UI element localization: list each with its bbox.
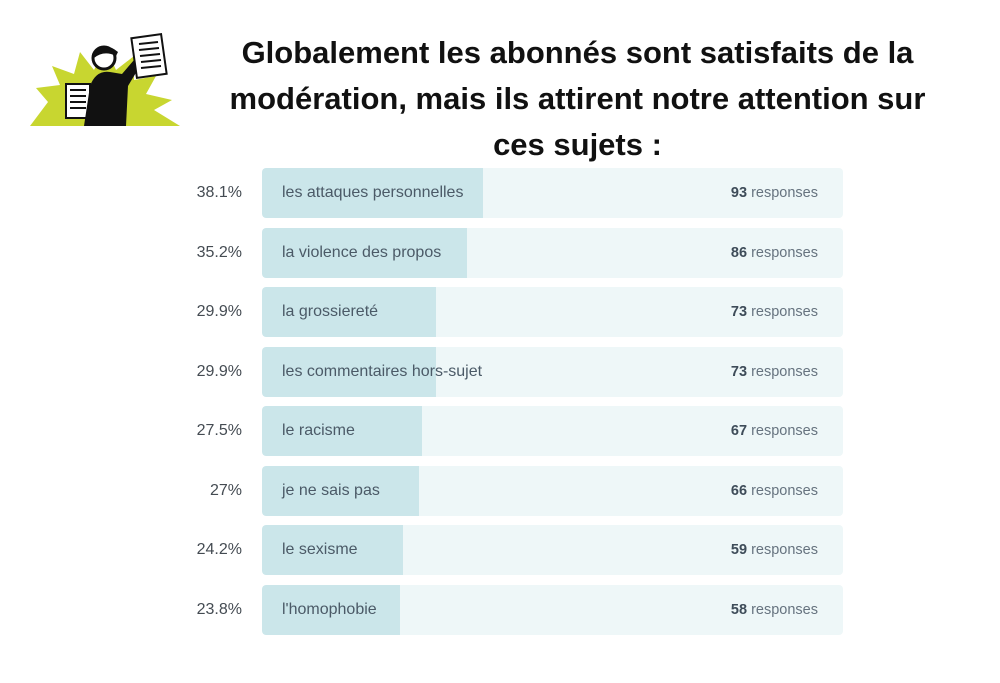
category-label: le sexisme bbox=[282, 541, 358, 558]
percent-label: 23.8% bbox=[196, 600, 242, 618]
bar bbox=[262, 465, 419, 516]
bar bbox=[262, 168, 484, 218]
bar-row: les attaques personnelles 93 responses bbox=[262, 168, 843, 218]
response-count: 58 responses bbox=[731, 585, 818, 635]
count-unit: responses bbox=[747, 244, 818, 261]
title-line-3: ces sujets : bbox=[493, 127, 662, 162]
percent-label: 24.2% bbox=[196, 541, 242, 558]
category-label: la grossiereté bbox=[282, 303, 379, 320]
count-unit: responses bbox=[747, 304, 818, 320]
count-unit: responses bbox=[747, 185, 818, 201]
response-count: 73 responses bbox=[731, 287, 818, 337]
bar bbox=[262, 406, 422, 456]
count-value: 58 bbox=[730, 601, 748, 618]
chart-title: Globalement les abonnés sont satisfaits … bbox=[185, 30, 970, 168]
bar-row: la violence des propos 86 responses bbox=[262, 227, 843, 278]
response-count: 67 responses bbox=[731, 406, 818, 456]
category-label: les commentaires hors-sujet bbox=[282, 362, 483, 380]
category-label: le racisme bbox=[282, 422, 355, 439]
count-unit: responses bbox=[747, 482, 818, 499]
bar-row: la grossiereté 73 responses bbox=[262, 287, 843, 337]
bar bbox=[262, 584, 401, 635]
count-unit: responses bbox=[747, 423, 818, 439]
count-unit: responses bbox=[747, 542, 818, 558]
response-count: 86 responses bbox=[731, 228, 818, 278]
title-line-2: modération, mais ils attirent notre atte… bbox=[229, 81, 926, 116]
count-unit: responses bbox=[747, 363, 818, 380]
count-value: 73 bbox=[730, 304, 748, 320]
bar-row: je ne sais pas 66 responses bbox=[262, 465, 843, 516]
bar-row: l'homophobie 58 responses bbox=[262, 584, 843, 635]
bar-row: le sexisme 59 responses bbox=[262, 525, 843, 575]
percent-label: 35.2% bbox=[196, 243, 242, 261]
count-value: 73 bbox=[730, 363, 748, 380]
title-line-1: Globalement les abonnés sont satisfaits … bbox=[241, 35, 914, 70]
response-count: 93 responses bbox=[731, 168, 818, 218]
percent-label: 29.9% bbox=[196, 303, 242, 320]
category-label: l'homophobie bbox=[282, 600, 377, 618]
category-label: les attaques personnelles bbox=[282, 184, 464, 201]
bar bbox=[262, 287, 436, 337]
bar-row: le racisme 67 responses bbox=[262, 406, 843, 456]
percent-label: 38.1% bbox=[196, 184, 242, 201]
bar bbox=[262, 525, 403, 575]
count-value: 93 bbox=[730, 185, 748, 201]
count-value: 66 bbox=[730, 482, 748, 499]
logo-icon bbox=[30, 32, 180, 126]
percent-label: 27% bbox=[209, 481, 242, 499]
response-count: 73 responses bbox=[731, 347, 818, 397]
count-value: 59 bbox=[730, 542, 748, 558]
percent-label: 27.5% bbox=[196, 422, 242, 439]
category-label: je ne sais pas bbox=[282, 481, 380, 499]
percent-label: 29.9% bbox=[196, 362, 242, 380]
bar-row: les commentaires hors-sujet 73 responses bbox=[262, 346, 843, 397]
bar bbox=[262, 227, 467, 278]
count-unit: responses bbox=[747, 601, 818, 618]
response-count: 66 responses bbox=[731, 466, 818, 516]
response-count: 59 responses bbox=[731, 525, 818, 575]
count-value: 67 bbox=[730, 423, 748, 439]
category-label: la violence des propos bbox=[282, 243, 442, 261]
bar bbox=[262, 346, 436, 397]
count-value: 86 bbox=[730, 244, 748, 261]
